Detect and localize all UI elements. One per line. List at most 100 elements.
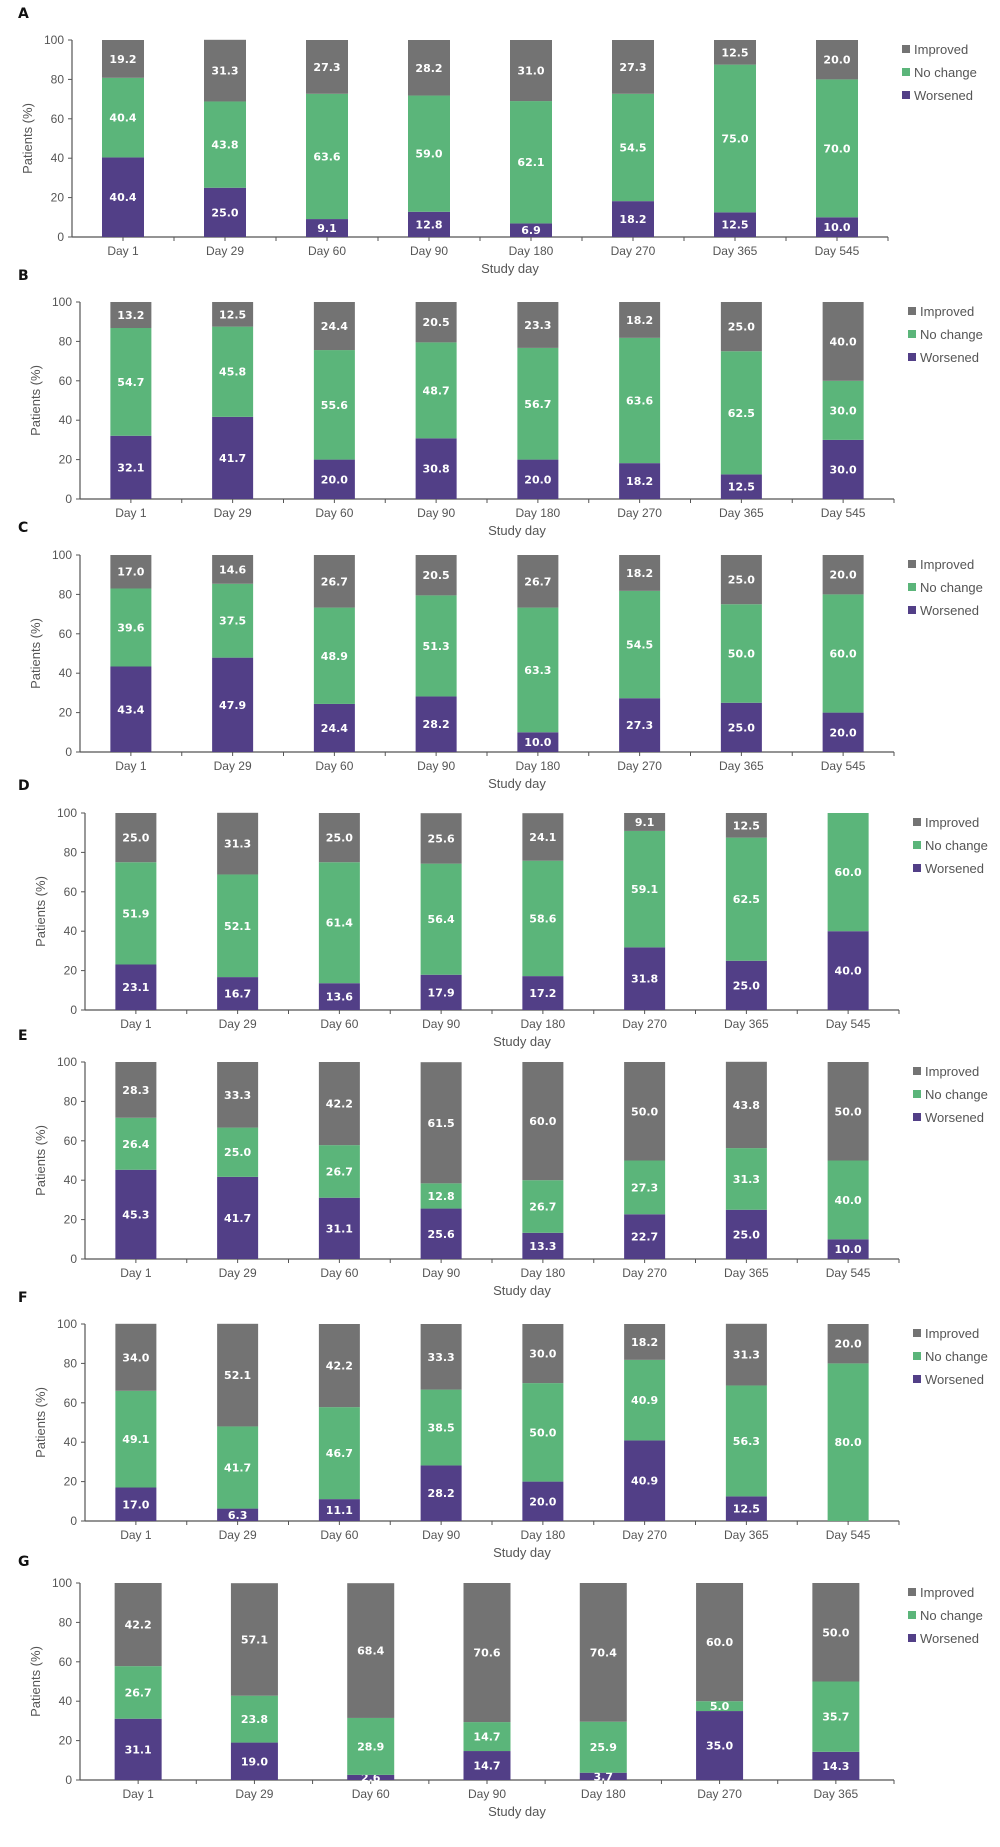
bar-segment-worsened (420, 1208, 462, 1259)
bar-segment-no-change (420, 1389, 462, 1466)
data-label: 24.4 (321, 320, 348, 333)
bar-segment-worsened (619, 463, 661, 499)
data-label: 12.8 (415, 218, 442, 231)
x-tick-label: Day 545 (821, 506, 866, 520)
data-label: 19.0 (241, 1755, 268, 1768)
bar-segment-no-change (696, 1701, 744, 1712)
data-label: 12.5 (733, 819, 760, 832)
data-label: 18.2 (619, 213, 646, 226)
panel-letter: C (18, 520, 28, 536)
x-axis-title: Study day (481, 261, 539, 276)
data-label: 63.3 (524, 664, 551, 677)
panel-letter: D (18, 778, 30, 794)
bar-segment-improved (522, 813, 564, 861)
bar-segment-improved (110, 302, 152, 329)
x-tick-label: Day 1 (122, 1787, 154, 1801)
legend-item-worsened: Worsened (913, 1372, 984, 1387)
legend-swatch (913, 818, 921, 826)
bar-segment-improved (415, 555, 457, 596)
data-label: 60.0 (835, 866, 862, 879)
y-tick-label: 0 (65, 745, 72, 759)
legend-label: No change (925, 1087, 988, 1102)
bar-segment-worsened (822, 712, 864, 752)
bar-segment-worsened (318, 1499, 360, 1521)
bar-segment-improved (816, 40, 858, 80)
bar-segment-no-change (212, 326, 254, 417)
legend-swatch (913, 1375, 921, 1383)
data-label: 40.0 (835, 965, 862, 978)
data-label: 10.0 (835, 1243, 862, 1256)
legend-swatch (913, 1090, 921, 1098)
legend-label: No change (925, 1349, 988, 1364)
bar-segment-worsened (415, 696, 457, 752)
y-tick-label: 80 (51, 72, 65, 86)
y-tick-label: 0 (70, 1003, 77, 1017)
data-label: 26.4 (122, 1138, 149, 1151)
data-label: 56.4 (428, 913, 455, 926)
data-label: 10.0 (524, 736, 551, 749)
legend-label: No change (920, 580, 983, 595)
legend-item-improved: Improved (908, 557, 974, 572)
x-tick-label: Day 365 (719, 506, 764, 520)
data-label: 60.0 (830, 648, 857, 661)
data-label: 24.4 (321, 722, 348, 735)
data-label: 54.7 (117, 376, 144, 389)
y-tick-label: 0 (70, 1514, 77, 1528)
legend-item-no-change: No change (902, 65, 977, 80)
bar-segment-no-change (347, 1717, 395, 1775)
x-tick-label: Day 365 (724, 1266, 769, 1280)
bar-segment-improved (517, 555, 559, 608)
legend-swatch (913, 1067, 921, 1075)
bar-segment-no-change (812, 1681, 860, 1752)
panel-letter: A (18, 6, 29, 22)
x-tick-label: Day 270 (617, 506, 662, 520)
y-axis-title: Patients (%) (33, 1387, 48, 1458)
bar-segment-no-change (822, 594, 864, 713)
bar-segment-improved (463, 1583, 511, 1723)
x-tick-label: Day 60 (315, 506, 353, 520)
data-label: 27.3 (313, 61, 340, 74)
panel-b: B 0 20 40 60 80 100 Patients (%) Day 1 32.1 54.7 13… (18, 268, 983, 538)
bar-segment-worsened (725, 1496, 767, 1521)
data-label: 28.3 (122, 1084, 149, 1097)
bar-segment-improved (318, 1324, 360, 1408)
bar-segment-no-change (102, 77, 144, 158)
bar-segment-no-change (624, 1359, 666, 1441)
bar-segment-worsened (517, 459, 559, 499)
data-label: 20.5 (423, 569, 450, 582)
bar-segment-worsened (318, 983, 360, 1010)
bar-segment-worsened (115, 964, 157, 1010)
data-label: 19.2 (109, 53, 136, 66)
data-label: 25.0 (728, 721, 755, 734)
y-tick-label: 40 (59, 413, 73, 427)
y-tick-label: 0 (57, 230, 64, 244)
bar-segment-improved (510, 40, 552, 102)
bar-segment-improved (217, 812, 259, 875)
legend-item-worsened: Worsened (908, 603, 979, 618)
bar-segment-improved (347, 1583, 395, 1718)
legend-label: Worsened (925, 1110, 984, 1125)
bar-segment-no-change (725, 1148, 767, 1210)
data-label: 75.0 (721, 133, 748, 146)
x-tick-label: Day 90 (422, 1528, 460, 1542)
x-tick-label: Day 270 (622, 1266, 667, 1280)
bar-segment-no-change (624, 830, 666, 948)
legend-swatch (902, 45, 910, 53)
y-tick-label: 80 (59, 1615, 73, 1629)
bar-segment-no-change (624, 1160, 666, 1215)
x-tick-label: Day 1 (120, 1528, 152, 1542)
y-tick-label: 60 (64, 885, 78, 899)
bar-segment-no-change (318, 1145, 360, 1198)
legend-item-worsened: Worsened (908, 1631, 979, 1646)
bar-segment-no-change (204, 101, 246, 188)
legend-swatch (908, 1634, 916, 1642)
data-label: 41.7 (224, 1462, 251, 1475)
bar-segment-improved (812, 1583, 860, 1682)
data-label: 9.1 (635, 816, 655, 829)
data-label: 33.3 (224, 1089, 251, 1102)
data-label: 25.0 (224, 1146, 251, 1159)
bar-segment-no-change (720, 351, 762, 475)
data-label: 50.0 (822, 1626, 849, 1639)
data-label: 20.5 (423, 316, 450, 329)
legend-label: No change (914, 65, 977, 80)
